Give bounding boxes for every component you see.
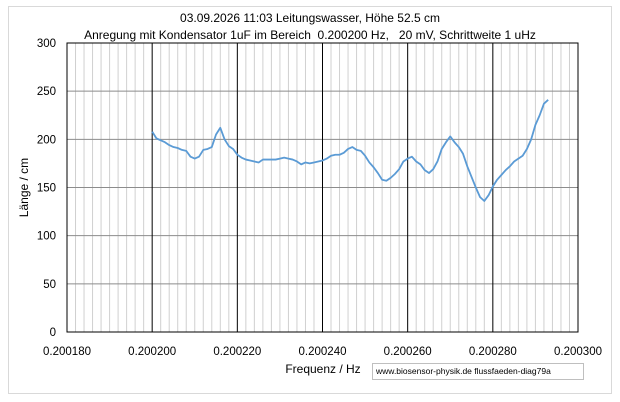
y-axis-title: Länge / cm	[17, 158, 31, 217]
x-tick-label: 0.200260	[384, 346, 432, 358]
y-tick-label: 150	[37, 183, 56, 195]
plot-area-border	[66, 42, 579, 333]
x-axis-tick-labels: 0.200180 0.200200 0.200220 0.200240 0.200260…	[43, 346, 602, 358]
x-tick-label: 0.200280	[469, 346, 517, 358]
chart-frame	[8, 6, 612, 394]
chart-title: 03.09.2026 11:03 Leitungswasser, Höhe 52…	[180, 11, 440, 25]
x-axis-title: Frequenz / Hz	[285, 362, 360, 376]
chart-subtitle: Anregung mit Kondensator 1uF im Bereich …	[84, 28, 536, 42]
y-tick-label: 0	[50, 327, 56, 339]
x-tick-label: 0.200300	[554, 346, 602, 358]
y-tick-label: 200	[37, 134, 56, 146]
y-tick-label: 250	[37, 86, 56, 98]
x-tick-label: 0.200180	[43, 346, 91, 358]
series-line	[151, 99, 549, 202]
y-tick-label: 100	[37, 231, 56, 243]
x-tick-label: 0.200220	[213, 346, 261, 358]
y-tick-label: 300	[37, 38, 56, 50]
x-tick-label: 0.200240	[299, 346, 347, 358]
source-caption: www.biosensor-physik.de flussfaeden-diag…	[372, 363, 584, 380]
x-tick-label: 0.200200	[128, 346, 176, 358]
y-axis-tick-labels: 0 50 100 150 200 250 300	[37, 38, 56, 339]
y-tick-label: 50	[43, 279, 56, 291]
